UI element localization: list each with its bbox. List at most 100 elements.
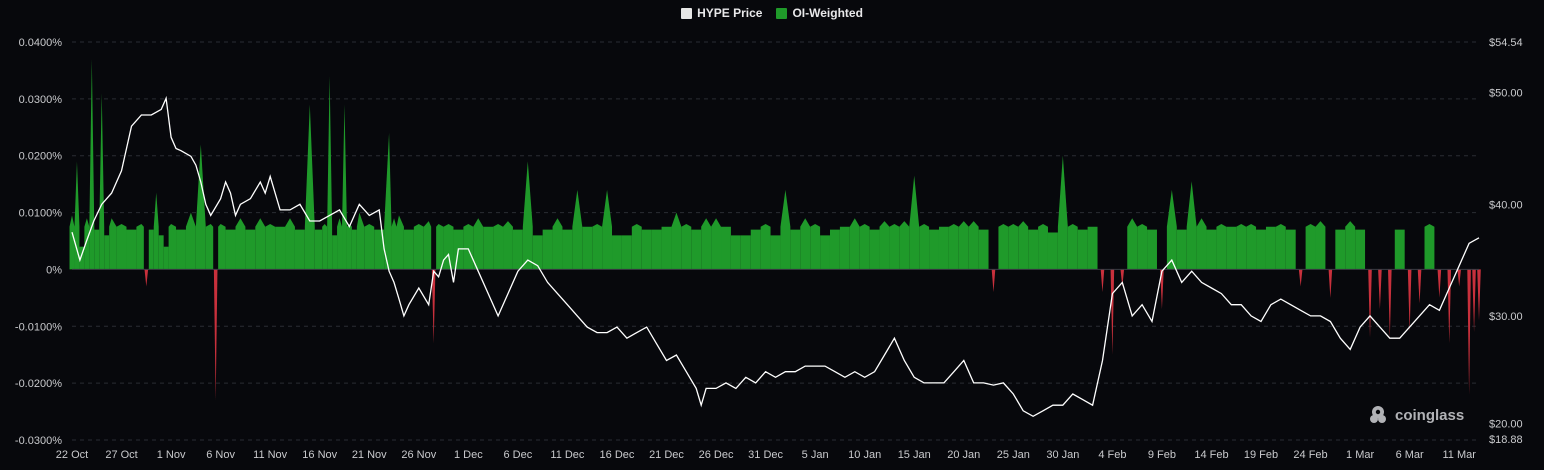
oi-bar-127: [1186, 181, 1197, 270]
oi-bar-84: [760, 223, 771, 270]
oi-bar-157: [1477, 269, 1481, 321]
oi-bar-116: [1077, 229, 1088, 270]
oi-bar-44: [384, 132, 392, 270]
oi-bar-103: [948, 223, 959, 270]
oi-bar-9: [116, 223, 127, 270]
oi-bar-51: [436, 223, 444, 270]
x-tick-label-10: 11 Dec: [550, 449, 585, 461]
oi-bar-64: [562, 229, 573, 270]
oi-bar-1: [74, 161, 80, 270]
oi-bar-99: [909, 175, 920, 270]
left-tick-label-4: 0%: [46, 264, 62, 276]
oi-bar-15: [158, 235, 164, 270]
price-line: [71, 95, 1480, 418]
oi-bar-131: [1226, 226, 1237, 270]
x-tick-label-11: 16 Dec: [600, 449, 635, 461]
watermark-text: coinglass: [1395, 406, 1465, 424]
oi-bar-118: [1100, 269, 1105, 293]
oi-bar-111: [1028, 229, 1039, 270]
oi-bar-33: [314, 229, 323, 270]
legend-label-oi: OI-Weighted: [792, 6, 863, 20]
oi-bar-152: [1437, 269, 1442, 298]
x-tick-label-28: 11 Mar: [1442, 449, 1476, 461]
oi-bar-139: [1305, 223, 1316, 270]
oi-bar-18: [176, 229, 186, 270]
oi-bar-71: [631, 223, 642, 270]
oi-bar-13: [148, 229, 154, 270]
oi-bar-137: [1285, 229, 1296, 270]
oi-bar-151: [1424, 223, 1435, 270]
x-tick-label-12: 21 Dec: [649, 449, 684, 461]
oi-bar-60: [522, 161, 533, 270]
legend-item-price[interactable]: HYPE Price: [681, 6, 762, 20]
oi-bar-19: [185, 212, 196, 270]
oi-bar-109: [1008, 223, 1019, 270]
oi-bar-153: [1447, 269, 1452, 344]
oi-bar-113: [1047, 232, 1058, 270]
oi-bar-72: [641, 229, 652, 270]
left-tick-label-2: 0.0200%: [19, 151, 63, 163]
oi-bar-36: [332, 235, 338, 270]
coinglass-logo-icon: [1370, 406, 1386, 423]
oi-bar-142: [1335, 229, 1346, 270]
oi-bar-117: [1087, 226, 1098, 270]
x-tick-label-6: 21 Nov: [352, 449, 387, 461]
oi-bar-95: [869, 229, 880, 270]
oi-bar-73: [651, 229, 662, 270]
legend-swatch-oi: [776, 7, 788, 19]
oi-bar-86: [780, 189, 791, 270]
oi-bar-104: [958, 221, 969, 270]
oi-bar-148: [1394, 229, 1405, 270]
oi-bar-132: [1236, 223, 1247, 270]
oi-bar-122: [1137, 223, 1148, 270]
oi-bar-12: [144, 269, 149, 287]
oi-bar-25: [235, 218, 246, 270]
right-tick-label-5: $18.88: [1489, 434, 1523, 446]
legend: HYPE Price OI-Weighted: [0, 6, 1544, 20]
oi-bar-81: [730, 235, 741, 270]
x-tick-label-19: 25 Jan: [997, 449, 1030, 461]
oi-bar-108: [998, 223, 1009, 270]
x-tick-label-16: 10 Jan: [848, 449, 881, 461]
oi-bar-101: [929, 229, 939, 270]
legend-swatch-price: [681, 7, 693, 19]
oi-bar-98: [899, 221, 910, 270]
oi-bar-4: [89, 59, 95, 270]
oi-bar-124: [1160, 269, 1164, 310]
legend-item-oi[interactable]: OI-Weighted: [776, 6, 863, 20]
oi-bar-46: [396, 215, 404, 270]
x-tick-label-5: 16 Nov: [302, 449, 337, 461]
oi-bar-11: [136, 223, 144, 270]
legend-label-price: HYPE Price: [697, 6, 763, 20]
oi-bar-82: [740, 235, 751, 270]
oi-bar-8: [109, 218, 117, 270]
oi-bar-143: [1345, 221, 1356, 270]
oi-bar-97: [889, 223, 900, 270]
oi-bar-47: [403, 229, 414, 270]
right-tick-label-4: $20.00: [1489, 418, 1523, 430]
oi-bar-40: [351, 229, 357, 270]
right-tick-label-0: $54.54: [1489, 37, 1523, 49]
oi-bar-79: [711, 218, 722, 270]
oi-bar-66: [582, 226, 593, 270]
x-tick-label-3: 6 Nov: [206, 449, 235, 461]
x-tick-label-1: 27 Oct: [105, 449, 137, 461]
x-tick-label-8: 1 Dec: [454, 449, 483, 461]
x-tick-label-0: 22 Oct: [56, 449, 88, 461]
x-tick-label-17: 15 Jan: [898, 449, 931, 461]
oi-bar-100: [919, 223, 930, 270]
oi-bar-41: [356, 212, 365, 270]
left-tick-label-6: -0.0200%: [15, 378, 62, 390]
x-tick-label-4: 11 Nov: [253, 449, 288, 461]
oi-bar-119: [1110, 269, 1115, 355]
oi-bar-133: [1246, 223, 1257, 270]
oi-bar-17: [168, 223, 177, 270]
oi-bar-62: [542, 229, 553, 270]
x-tick-label-15: 5 Jan: [802, 449, 829, 461]
oi-bar-52: [443, 223, 454, 270]
oi-bar-24: [225, 229, 236, 270]
oi-bar-114: [1057, 155, 1068, 270]
oi-bar-154: [1457, 269, 1461, 287]
x-tick-label-27: 6 Mar: [1396, 449, 1424, 461]
